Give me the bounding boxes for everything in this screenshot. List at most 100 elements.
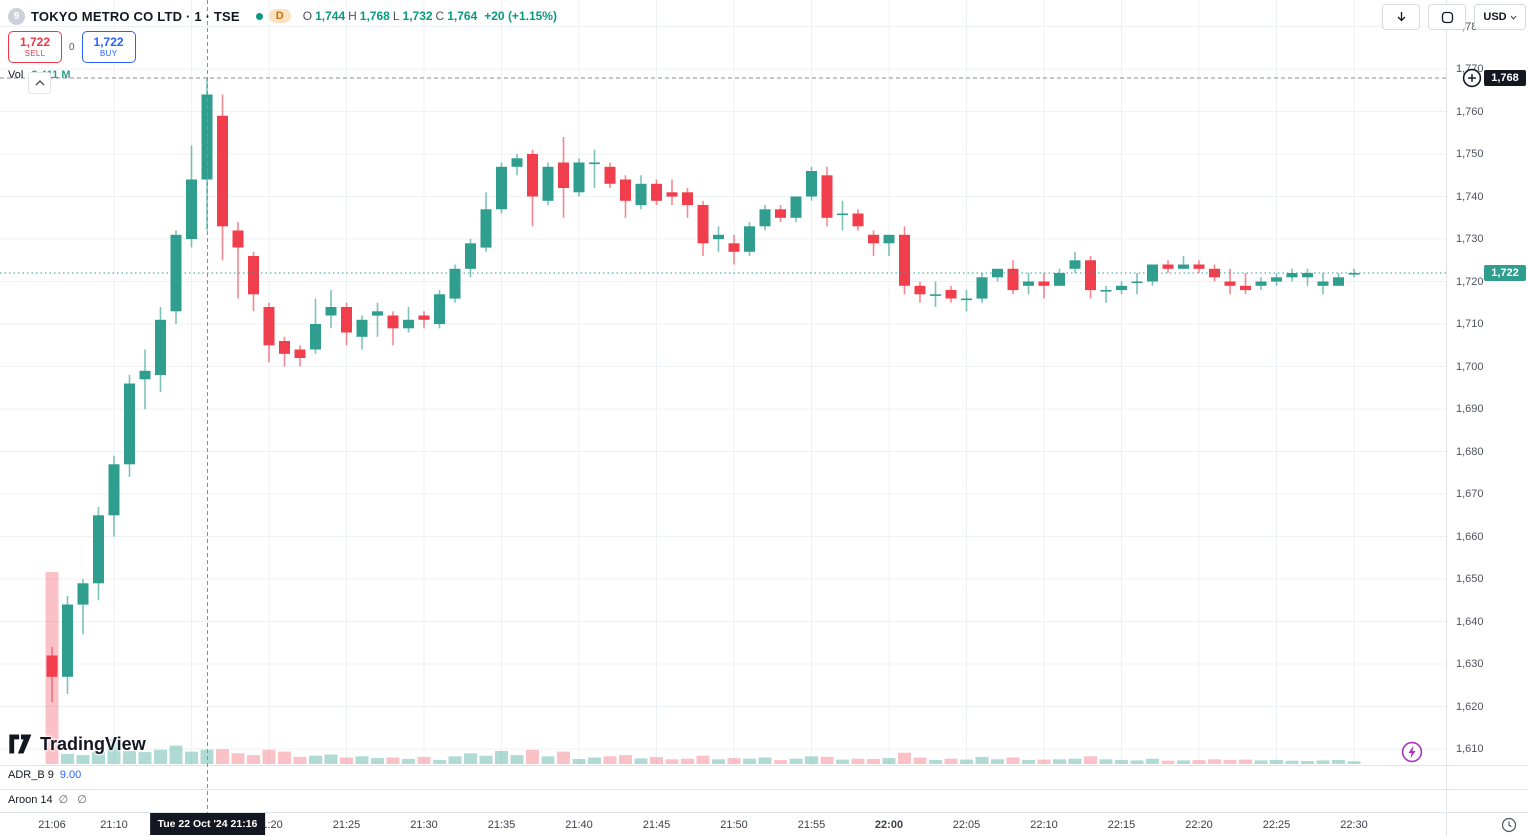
- symbol-title[interactable]: TOKYO METRO CO LTD · 1 · TSE: [31, 8, 240, 24]
- sell-button[interactable]: 1,722 SELL: [8, 31, 62, 63]
- candle: [589, 149, 600, 188]
- volume-bar: [851, 758, 865, 764]
- volume-bar: [1270, 759, 1283, 764]
- volume-bar: [464, 753, 477, 764]
- price-tick: 1,630: [1456, 658, 1484, 670]
- volume-bar: [92, 752, 105, 764]
- price-tick: 1,700: [1456, 360, 1484, 373]
- volume-bar: [1347, 761, 1361, 764]
- price-tick: 1,690: [1456, 403, 1484, 415]
- volume-bar: [681, 758, 694, 764]
- indicator-row-adrb[interactable]: ADR_B 9 9.00: [8, 769, 81, 781]
- chevron-up-icon: [35, 80, 44, 86]
- candle: [852, 209, 864, 231]
- timezone-clock-icon[interactable]: [1500, 816, 1518, 834]
- volume-bar: [665, 759, 679, 764]
- price-tick: 1,760: [1456, 105, 1484, 118]
- time-tick: 21:10: [100, 818, 128, 831]
- interval-badge[interactable]: D: [268, 9, 291, 23]
- volume-bar: [1146, 758, 1159, 764]
- pane-separator[interactable]: [0, 812, 1528, 813]
- volume-bar: [1208, 759, 1221, 764]
- volume-bar: [944, 758, 958, 764]
- candlestick-chart[interactable]: [0, 0, 1446, 765]
- time-tick: 21:40: [565, 818, 593, 831]
- volume-bar: [1177, 760, 1190, 764]
- volume-legend[interactable]: Vol 2.411 M: [8, 69, 557, 81]
- volume-bar: [216, 749, 229, 764]
- currency-dropdown[interactable]: USD: [1474, 4, 1526, 30]
- volume-bar: [386, 757, 400, 764]
- volume-bar: [107, 739, 121, 764]
- candle: [635, 175, 647, 210]
- volume-bar: [76, 755, 90, 764]
- price-tick: 1,620: [1456, 700, 1484, 713]
- pane-separator[interactable]: [0, 765, 1528, 766]
- volume-bar: [433, 759, 446, 764]
- candle: [604, 162, 616, 188]
- volume-bar: [913, 757, 927, 764]
- candle: [139, 349, 151, 409]
- candle: [263, 302, 275, 363]
- crosshair-plus-icon[interactable]: [1462, 68, 1482, 88]
- candle: [1038, 273, 1050, 299]
- volume-bar: [572, 759, 586, 764]
- time-tick: 21:25: [332, 818, 361, 831]
- volume-bar: [1332, 759, 1345, 764]
- volume-bar: [355, 756, 369, 764]
- symbol-logo: 9: [8, 7, 25, 25]
- time-axis[interactable]: 21:06 21:10 21:20 21:25 21:30 21:35 21:40 21:45…: [0, 813, 1528, 836]
- price-tick: 1,720: [1456, 275, 1484, 288]
- volume-bar: [185, 751, 198, 764]
- indicator-row-aroon[interactable]: Aroon 14 ∅ ∅: [8, 793, 90, 807]
- low-label: L: [392, 9, 400, 23]
- candle: [403, 307, 414, 333]
- change-value: +20 (+1.15%): [484, 9, 557, 23]
- volume-bar: [1285, 760, 1299, 764]
- volume-bar: [448, 756, 462, 764]
- candle: [155, 307, 166, 392]
- candle: [682, 188, 693, 218]
- candle: [77, 579, 89, 635]
- candle: [372, 302, 383, 337]
- volume-bar: [1084, 756, 1097, 764]
- candle: [744, 222, 755, 256]
- volume-bar: [1254, 760, 1268, 764]
- candle: [759, 205, 771, 231]
- buy-button[interactable]: 1,722 BUY: [81, 31, 136, 63]
- candle: [1333, 273, 1344, 286]
- screenshot-button[interactable]: [1428, 4, 1466, 30]
- candle: [1007, 260, 1019, 295]
- volume-bar: [1115, 759, 1128, 764]
- volume-bar: [138, 752, 152, 764]
- legend-collapse-button[interactable]: [28, 72, 51, 94]
- candle: [728, 234, 740, 265]
- volume-bar: [975, 756, 989, 764]
- volume-bar: [1099, 759, 1113, 764]
- time-tick: 22:20: [1185, 818, 1213, 831]
- volume-bar: [867, 759, 880, 764]
- time-tick: 21:35: [487, 818, 516, 831]
- volume-bar: [1022, 759, 1035, 764]
- volume-bar: [526, 749, 539, 764]
- candle: [62, 596, 73, 694]
- lightning-bolt-button[interactable]: [1401, 741, 1423, 763]
- download-button[interactable]: [1382, 4, 1420, 30]
- volume-bar: [247, 755, 260, 764]
- volume-bar: [1316, 760, 1330, 764]
- low-value: 1,732: [402, 9, 433, 23]
- candles: [46, 77, 1360, 703]
- time-tick: 22:10: [1030, 818, 1058, 831]
- candle: [558, 137, 569, 218]
- price-axis[interactable]: 1,610 1,620 1,630 1,640 1,650 1,660 1,670 1,680…: [1446, 0, 1528, 765]
- volume-bar: [1223, 759, 1237, 764]
- candle: [511, 154, 523, 176]
- candle: [232, 222, 244, 299]
- volume-bar: [588, 757, 601, 764]
- volume-bar: [278, 751, 291, 764]
- pane-separator[interactable]: [0, 789, 1528, 790]
- candle: [542, 162, 554, 205]
- time-gridlines: [113, 0, 1355, 765]
- tradingview-logo[interactable]: TradingView: [8, 733, 146, 755]
